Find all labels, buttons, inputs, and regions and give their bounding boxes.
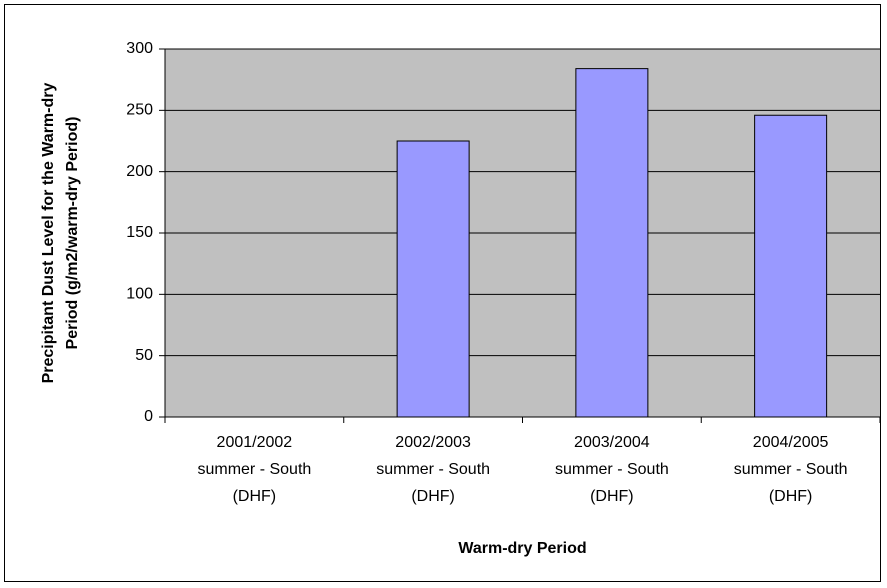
y-tick-label: 0 bbox=[144, 408, 153, 425]
y-tick-label: 100 bbox=[126, 286, 153, 303]
bar bbox=[396, 140, 470, 418]
x-tick-label: 2001/2002 summer - South (DHF) bbox=[197, 434, 312, 505]
x-tick-label: 2002/2003 summer - South (DHF) bbox=[376, 434, 491, 505]
x-tick-label: 2003/2004 summer - South (DHF) bbox=[554, 434, 669, 505]
y-tick-label: 200 bbox=[126, 163, 153, 180]
x-tick-label: 2004/2005 summer - South (DHF) bbox=[733, 434, 848, 505]
y-tick-label: 300 bbox=[126, 40, 153, 57]
x-axis-title: Warm-dry Period bbox=[458, 540, 587, 557]
y-axis-title: Precipitant Dust Level for the Warm-dry … bbox=[40, 82, 81, 384]
y-tick-label: 50 bbox=[135, 347, 153, 364]
y-tick-label: 150 bbox=[126, 224, 153, 241]
bar bbox=[575, 68, 649, 418]
chart-frame bbox=[4, 4, 881, 582]
y-tick-label: 250 bbox=[126, 102, 153, 119]
bar bbox=[754, 114, 828, 418]
